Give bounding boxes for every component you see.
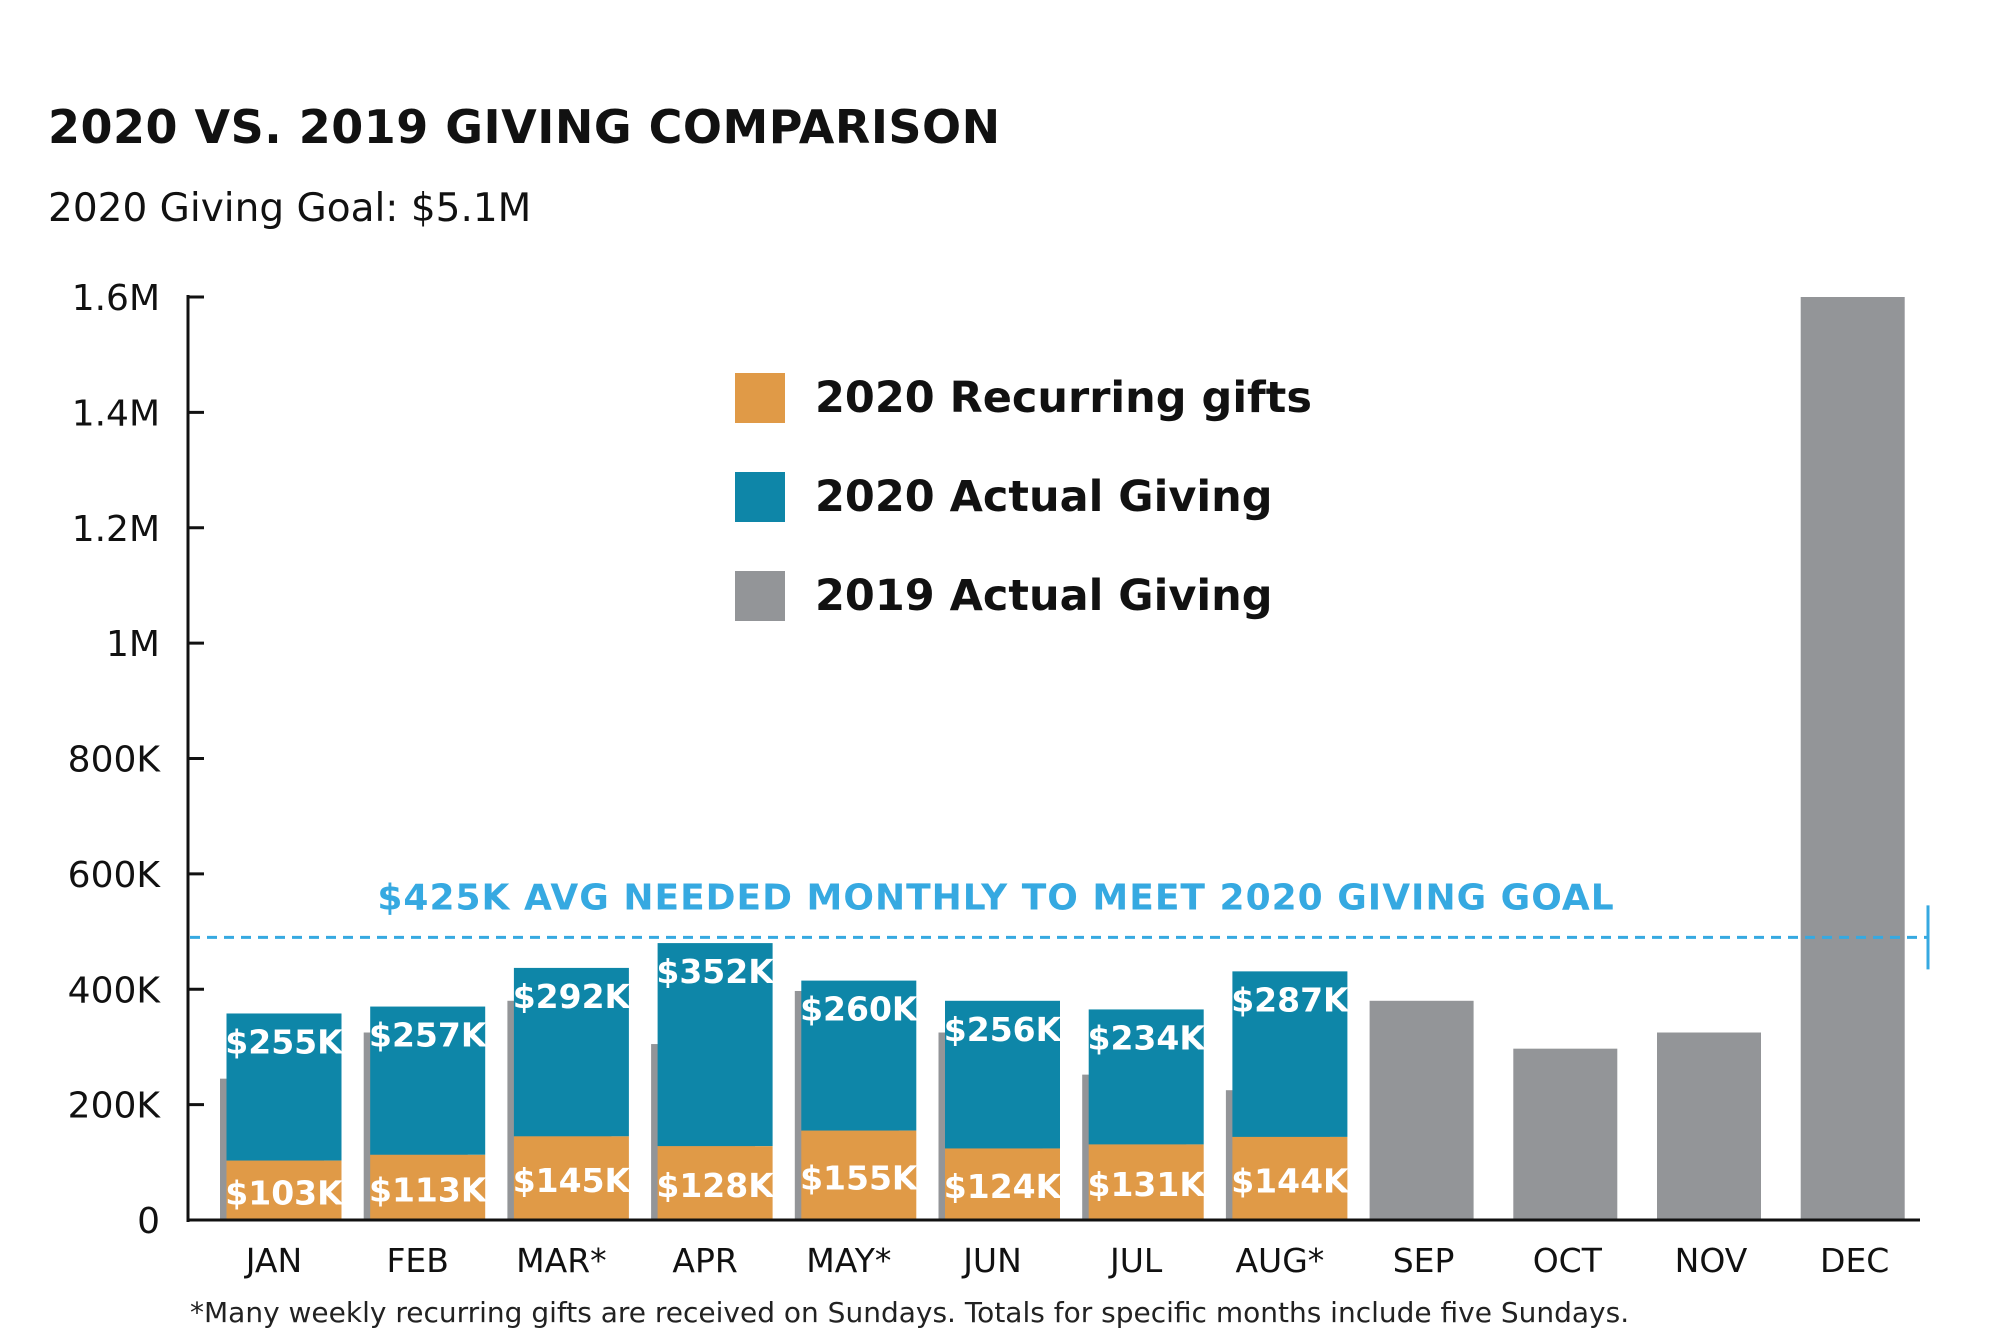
x-tick-label-2: MAR* [516, 1241, 606, 1280]
data-label-actual-6: $234K [1087, 1018, 1206, 1057]
bar-2020-recurring-6 [1088, 1144, 1204, 1220]
bar-2020-actual-5 [945, 1000, 1060, 1149]
x-tick-label-7: AUG* [1235, 1241, 1324, 1280]
x-tick-label-10: NOV [1675, 1241, 1748, 1280]
data-label-actual-7: $287K [1231, 980, 1350, 1019]
legend-label-1: 2020 Actual Giving [815, 472, 1273, 522]
bar-2020-recurring-0 [226, 1160, 342, 1220]
y-tick-label-2: 400K [68, 970, 162, 1011]
bar-2020-recurring-3 [657, 1146, 773, 1220]
bar-2020-actual-2 [513, 967, 629, 1137]
bar-2020-actual-7 [1232, 971, 1348, 1137]
x-tick-label-11: DEC [1820, 1241, 1889, 1280]
data-label-actual-5: $256K [944, 1010, 1063, 1049]
bar-2020-actual-0 [226, 1013, 342, 1161]
y-tick-label-7: 1.4M [72, 393, 160, 434]
data-label-actual-0: $255K [225, 1022, 344, 1061]
y-tick-label-0: 0 [137, 1201, 160, 1242]
data-label-recurring-1: $113K [369, 1170, 488, 1209]
bar-2020-recurring-4 [801, 1130, 917, 1220]
y-tick-label-6: 1.2M [72, 509, 160, 550]
data-label-recurring-4: $155K [800, 1158, 919, 1197]
bar-2020-recurring-2 [513, 1136, 629, 1220]
data-label-recurring-6: $131K [1087, 1165, 1206, 1204]
legend-label-2: 2019 Actual Giving [815, 571, 1273, 621]
bar-2019-9 [1513, 1048, 1618, 1220]
x-tick-label-8: SEP [1393, 1241, 1455, 1280]
bar-2020-actual-4 [801, 980, 917, 1131]
data-label-actual-3: $352K [656, 952, 775, 991]
x-tick-label-6: JUL [1108, 1241, 1163, 1280]
bar-2020-recurring-1 [370, 1154, 486, 1220]
legend-label-0: 2020 Recurring gifts [815, 373, 1312, 423]
data-label-recurring-7: $144K [1231, 1161, 1350, 1200]
x-tick-label-4: MAY* [806, 1241, 891, 1280]
data-label-actual-2: $292K [513, 977, 632, 1016]
data-label-recurring-0: $103K [225, 1173, 344, 1212]
legend-swatch-0 [735, 373, 785, 423]
x-tick-label-9: OCT [1533, 1241, 1603, 1280]
bar-2020-actual-3 [657, 943, 773, 1147]
x-tick-label-0: JAN [244, 1241, 302, 1280]
x-tick-label-1: FEB [386, 1241, 448, 1280]
data-label-actual-4: $260K [800, 990, 919, 1029]
bar-2020-actual-1 [370, 1006, 486, 1155]
bar-2019-8 [1369, 1000, 1474, 1220]
goal-reference-label: $425K AVG NEEDED MONTHLY TO MEET 2020 GI… [377, 877, 1614, 918]
bar-2020-actual-6 [1088, 1009, 1204, 1145]
y-tick-label-3: 600K [68, 855, 162, 896]
bar-2020-recurring-5 [945, 1148, 1060, 1220]
y-tick-label-5: 1M [106, 624, 160, 665]
bar-2019-10 [1657, 1032, 1761, 1220]
chart-title: 2020 VS. 2019 GIVING COMPARISON [48, 100, 1001, 154]
y-tick-label-1: 200K [68, 1086, 162, 1127]
chart-subtitle: 2020 Giving Goal: $5.1M [48, 186, 532, 231]
data-label-recurring-3: $128K [656, 1166, 775, 1205]
y-tick-label-8: 1.6M [72, 278, 160, 319]
data-label-actual-1: $257K [369, 1016, 488, 1055]
bar-2019-11 [1800, 297, 1905, 1220]
footnote: *Many weekly recurring gifts are receive… [190, 1296, 1630, 1329]
bar-chart: $103K $255K $113K $257K $145K $292K $128K $352K… [68, 278, 1930, 1280]
legend-swatch-1 [735, 472, 785, 522]
x-tick-label-3: APR [672, 1241, 737, 1280]
y-tick-label-4: 800K [68, 740, 162, 781]
data-label-recurring-5: $124K [944, 1167, 1063, 1206]
data-label-recurring-2: $145K [513, 1161, 632, 1200]
x-tick-label-5: JUN [961, 1241, 1022, 1280]
bar-2020-recurring-7 [1232, 1136, 1348, 1220]
legend-swatch-2 [735, 571, 785, 621]
